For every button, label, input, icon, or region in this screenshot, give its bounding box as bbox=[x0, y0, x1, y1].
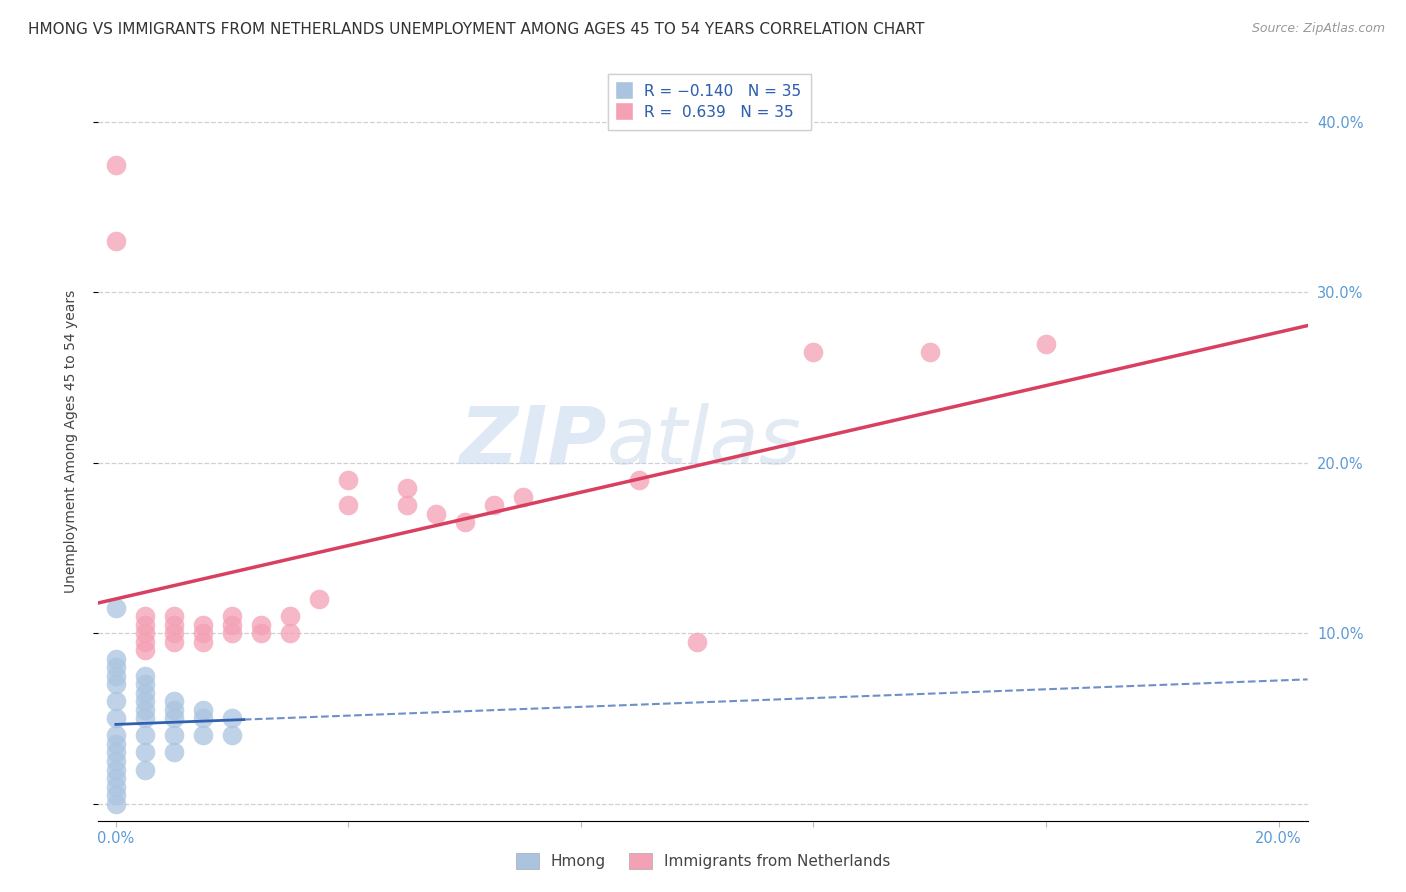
Point bbox=[104, 746, 127, 760]
Point bbox=[104, 737, 127, 751]
Point bbox=[104, 711, 127, 725]
Point bbox=[191, 634, 214, 648]
Point bbox=[104, 660, 127, 674]
Point bbox=[395, 499, 418, 513]
Point bbox=[163, 617, 186, 632]
Y-axis label: Unemployment Among Ages 45 to 54 years: Unemployment Among Ages 45 to 54 years bbox=[63, 290, 77, 593]
Point bbox=[221, 609, 243, 624]
Point bbox=[337, 499, 360, 513]
Point bbox=[104, 158, 127, 172]
Point bbox=[803, 345, 825, 359]
Point bbox=[134, 694, 156, 708]
Point bbox=[104, 780, 127, 794]
Point bbox=[191, 626, 214, 640]
Point bbox=[918, 345, 941, 359]
Point bbox=[482, 499, 505, 513]
Text: Source: ZipAtlas.com: Source: ZipAtlas.com bbox=[1251, 22, 1385, 36]
Text: HMONG VS IMMIGRANTS FROM NETHERLANDS UNEMPLOYMENT AMONG AGES 45 TO 54 YEARS CORR: HMONG VS IMMIGRANTS FROM NETHERLANDS UNE… bbox=[28, 22, 925, 37]
Point bbox=[104, 797, 127, 811]
Point bbox=[163, 703, 186, 717]
Point bbox=[104, 754, 127, 768]
Point bbox=[134, 763, 156, 777]
Point bbox=[104, 763, 127, 777]
Point bbox=[163, 746, 186, 760]
Point bbox=[191, 711, 214, 725]
Point bbox=[163, 609, 186, 624]
Point bbox=[191, 617, 214, 632]
Point bbox=[134, 686, 156, 700]
Point bbox=[337, 473, 360, 487]
Point bbox=[163, 634, 186, 648]
Legend: R = −0.140   N = 35, R =  0.639   N = 35: R = −0.140 N = 35, R = 0.639 N = 35 bbox=[607, 74, 810, 129]
Point bbox=[453, 516, 475, 530]
Point bbox=[134, 617, 156, 632]
Point bbox=[686, 634, 709, 648]
Point bbox=[250, 617, 273, 632]
Point bbox=[134, 711, 156, 725]
Point bbox=[191, 728, 214, 742]
Point bbox=[104, 694, 127, 708]
Point bbox=[134, 669, 156, 683]
Point bbox=[278, 626, 301, 640]
Point bbox=[425, 507, 447, 521]
Point bbox=[221, 617, 243, 632]
Point bbox=[628, 473, 651, 487]
Point bbox=[221, 626, 243, 640]
Point bbox=[134, 677, 156, 691]
Point bbox=[308, 592, 330, 607]
Point bbox=[104, 600, 127, 615]
Point bbox=[134, 703, 156, 717]
Point bbox=[163, 626, 186, 640]
Point bbox=[104, 771, 127, 785]
Point bbox=[134, 626, 156, 640]
Point bbox=[134, 609, 156, 624]
Point bbox=[134, 728, 156, 742]
Point bbox=[395, 482, 418, 496]
Point bbox=[134, 643, 156, 657]
Text: atlas: atlas bbox=[606, 402, 801, 481]
Point bbox=[134, 634, 156, 648]
Point bbox=[104, 728, 127, 742]
Point bbox=[278, 609, 301, 624]
Point bbox=[191, 703, 214, 717]
Point bbox=[250, 626, 273, 640]
Point bbox=[512, 490, 534, 504]
Point bbox=[163, 694, 186, 708]
Point bbox=[104, 652, 127, 666]
Point bbox=[163, 711, 186, 725]
Point bbox=[221, 711, 243, 725]
Point bbox=[134, 746, 156, 760]
Point bbox=[104, 669, 127, 683]
Point bbox=[104, 677, 127, 691]
Legend: Hmong, Immigrants from Netherlands: Hmong, Immigrants from Netherlands bbox=[509, 847, 897, 875]
Point bbox=[104, 235, 127, 249]
Point bbox=[221, 728, 243, 742]
Point bbox=[1035, 336, 1057, 351]
Text: ZIP: ZIP bbox=[458, 402, 606, 481]
Point bbox=[163, 728, 186, 742]
Point bbox=[104, 788, 127, 802]
